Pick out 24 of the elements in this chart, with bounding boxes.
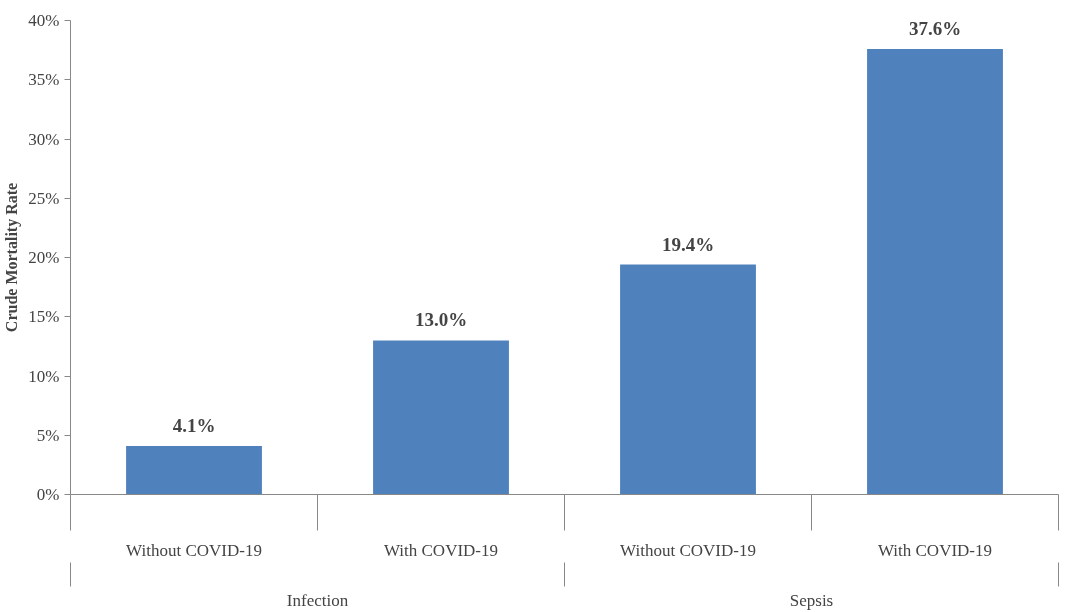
x-tick-label: With COVID-19 bbox=[383, 540, 499, 560]
data-label: 19.4% bbox=[661, 233, 715, 255]
y-tick-label: 5% bbox=[36, 425, 60, 445]
data-label: 4.1% bbox=[172, 414, 216, 436]
y-tick-label: 0% bbox=[36, 485, 60, 504]
bar bbox=[620, 264, 756, 495]
text: Sepsis bbox=[789, 590, 834, 610]
bar bbox=[373, 340, 509, 495]
bar bbox=[126, 445, 262, 495]
x-tick-label: Without COVID-19 bbox=[126, 540, 262, 560]
y-tick-label: 25% bbox=[28, 188, 60, 208]
data-label: 13.0% bbox=[414, 309, 468, 331]
y-tick-label: 30% bbox=[28, 129, 60, 149]
y-axis-title: Crude Mortality Rate bbox=[3, 182, 22, 333]
x-tick-label: Without COVID-19 bbox=[620, 540, 756, 560]
bar bbox=[867, 48, 1003, 495]
y-tick-label: 15% bbox=[28, 307, 60, 327]
y-tick-label: 20% bbox=[28, 248, 60, 267]
text: Infection bbox=[286, 590, 349, 610]
x-tick-label: With COVID-19 bbox=[877, 540, 993, 560]
data-label: 37.6% bbox=[908, 17, 962, 39]
y-tick-label: 40% bbox=[28, 11, 60, 30]
y-tick-label: 10% bbox=[28, 366, 60, 386]
y-tick-label: 35% bbox=[28, 70, 60, 90]
